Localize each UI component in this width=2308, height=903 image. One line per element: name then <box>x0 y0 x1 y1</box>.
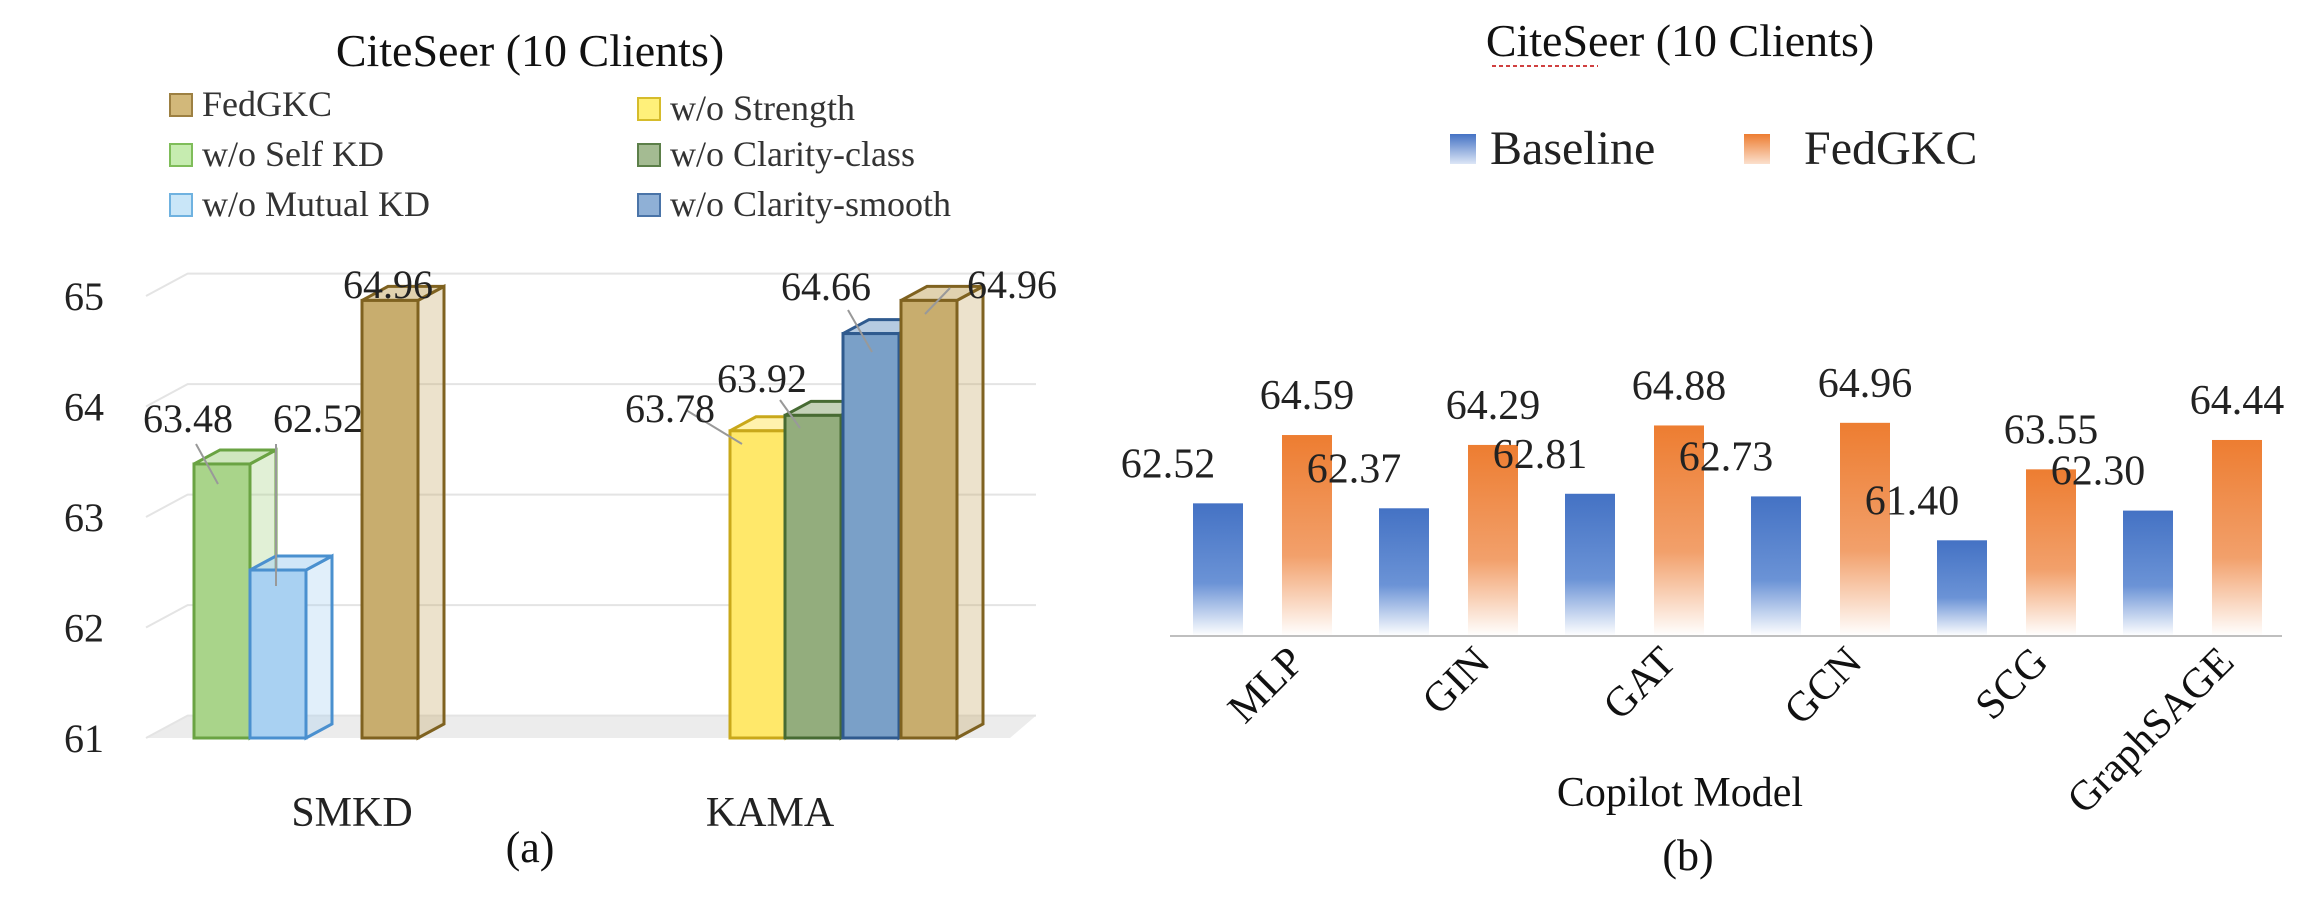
panel-a-y-ticks: 61 62 63 64 65 <box>64 274 104 761</box>
panel-a-title: CiteSeer (10 Clients) <box>336 25 724 76</box>
legend-label: FedGKC <box>202 84 332 124</box>
data-label: 62.30 <box>2051 449 2146 495</box>
legend-item-baseline: Baseline <box>1450 122 1655 175</box>
bar-gin-baseline <box>1379 508 1429 636</box>
x-tick-label: MLP <box>1219 639 1313 733</box>
data-label: 62.52 <box>273 396 363 441</box>
data-label: 63.48 <box>143 396 233 441</box>
panel-a-x-ticks: SMKD KAMA <box>291 790 835 836</box>
leader-line <box>779 399 801 429</box>
data-label: 64.88 <box>1632 363 1727 409</box>
y-tick-label: 64 <box>64 385 104 430</box>
data-label: 63.78 <box>625 386 715 431</box>
panel-b-title: CiteSeer (10 Clients) <box>1486 15 1874 66</box>
data-label: 63.55 <box>2004 407 2099 453</box>
legend-item-w-o-clarity-smooth: w/o Clarity-smooth <box>637 184 951 224</box>
panel-b-bars <box>1193 422 2262 636</box>
legend-label: w/o Self KD <box>202 134 384 174</box>
bar-mlp-baseline <box>1193 503 1243 636</box>
legend-label: FedGKC <box>1804 122 1977 175</box>
legend-item-w-o-mutual-kd: w/o Mutual KD <box>169 184 430 224</box>
data-label: 61.40 <box>1865 478 1960 524</box>
panel-a-caption: (a) <box>506 823 555 872</box>
panel-a: CiteSeer (10 Clients) FedGKC w/o Strength… <box>64 25 1057 872</box>
legend-swatch <box>169 193 193 217</box>
legend-swatch <box>1450 134 1476 164</box>
bar-gin-fedgkc <box>1468 444 1518 636</box>
panel-a-bars <box>192 283 985 741</box>
x-tick-label: GAT <box>1595 639 1685 729</box>
data-label: 62.52 <box>1121 441 1216 487</box>
bar-gat-fedgkc <box>1654 425 1704 636</box>
data-label: 64.29 <box>1446 383 1541 429</box>
bar-smkd-w-o-mutual-kd <box>248 553 334 741</box>
panel-b-legend: Baseline FedGKC <box>1450 122 1977 175</box>
data-label: 62.81 <box>1493 432 1588 478</box>
data-label: 64.96 <box>343 262 433 307</box>
legend-label: Baseline <box>1490 122 1655 175</box>
bar-scg-baseline <box>1937 540 1987 636</box>
x-tick-label: SMKD <box>291 790 412 836</box>
legend-item-fedgkc: FedGKC <box>169 84 332 124</box>
bar-graphsage-fedgkc <box>2212 439 2262 636</box>
legend-label: w/o Strength <box>670 88 855 128</box>
panel-b-x-axis-label: Copilot Model <box>1557 770 1803 816</box>
leader-line <box>924 287 951 315</box>
x-tick-label: KAMA <box>706 790 835 836</box>
panel-a-legend: FedGKC w/o Strength w/o Self KD w/o Clarity… <box>169 84 951 224</box>
panel-b-caption: (b) <box>1662 831 1713 880</box>
data-label: 64.96 <box>967 262 1057 307</box>
legend-label: w/o Mutual KD <box>202 184 430 224</box>
gridline <box>145 383 1036 408</box>
legend-swatch <box>169 93 193 117</box>
bar-smkd-fedgkc <box>360 283 446 741</box>
leader-line <box>685 409 743 445</box>
bar-mlp-fedgkc <box>1282 435 1332 636</box>
legend-item-w-o-strength: w/o Strength <box>637 88 855 128</box>
x-tick-label: GraphSAGE <box>2059 639 2243 823</box>
y-tick-label: 62 <box>64 606 104 651</box>
legend-item-w-o-clarity-class: w/o Clarity-class <box>637 134 915 174</box>
gridline <box>145 272 1036 297</box>
x-tick-label: GCN <box>1776 639 1871 734</box>
bar-smkd-w-o-self-kd <box>192 447 278 741</box>
data-label: 62.37 <box>1307 446 1402 492</box>
panel-b: CiteSeer (10 Clients) Baseline FedGKC 62.… <box>1121 15 2285 880</box>
bar-gat-baseline <box>1565 493 1615 636</box>
data-label: 64.66 <box>781 264 871 309</box>
leader-line <box>195 443 219 485</box>
bar-gcn-baseline <box>1751 496 1801 636</box>
x-tick-label: GIN <box>1414 639 1499 724</box>
legend-swatch <box>637 97 661 121</box>
bar-kama-fedgkc <box>899 283 985 741</box>
x-tick-label: SCG <box>1967 639 2057 729</box>
legend-label: w/o Clarity-class <box>670 134 915 174</box>
data-label: 63.92 <box>717 356 807 401</box>
data-label: 64.59 <box>1260 373 1355 419</box>
y-tick-label: 65 <box>64 274 104 319</box>
y-tick-label: 61 <box>64 716 104 761</box>
bar-gcn-fedgkc <box>1840 422 1890 636</box>
data-label: 64.44 <box>2190 378 2285 424</box>
legend-label: w/o Clarity-smooth <box>670 184 951 224</box>
legend-swatch <box>637 193 661 217</box>
legend-item-w-o-self-kd: w/o Self KD <box>169 134 384 174</box>
bar-scg-fedgkc <box>2026 469 2076 636</box>
bar-graphsage-baseline <box>2123 510 2173 636</box>
data-label: 64.96 <box>1818 361 1913 407</box>
legend-swatch <box>637 143 661 167</box>
leader-line <box>847 309 873 353</box>
data-label: 62.73 <box>1679 434 1774 480</box>
y-tick-label: 63 <box>64 495 104 540</box>
legend-swatch <box>169 143 193 167</box>
legend-item-fedgkc: FedGKC <box>1744 122 1977 175</box>
legend-swatch <box>1744 134 1770 164</box>
